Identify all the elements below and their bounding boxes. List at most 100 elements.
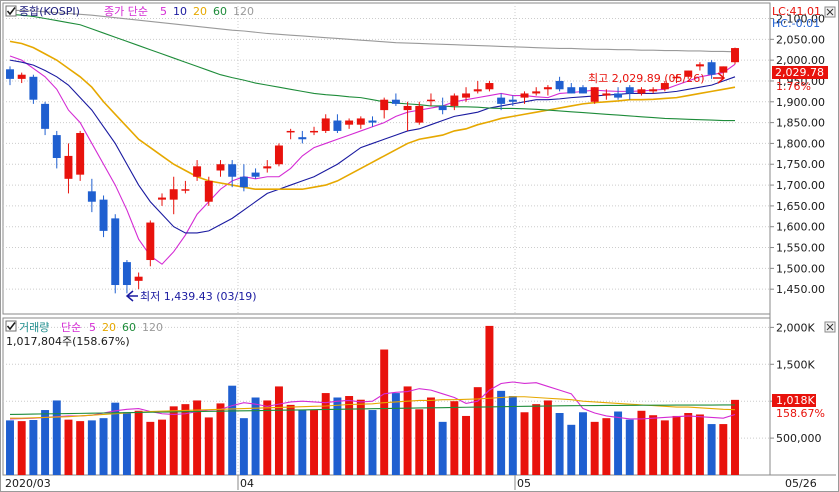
- candle-body: [415, 105, 424, 123]
- volume-bar: [122, 412, 131, 475]
- candle-body: [602, 93, 611, 96]
- volume-legend-checkbox[interactable]: [5, 320, 17, 332]
- price-tick-label: 1,450.00: [776, 283, 825, 296]
- candle-body: [473, 89, 482, 92]
- price-tick-label: 2,100.00: [776, 12, 825, 25]
- volume-tick-label: 2,000K: [776, 321, 815, 334]
- price-tick-label: 1,800.00: [776, 137, 825, 150]
- candle-body: [391, 99, 400, 104]
- volume-bar: [695, 414, 704, 475]
- volume-bar: [473, 387, 482, 475]
- volume-bar: [543, 400, 552, 475]
- volume-bar: [310, 410, 319, 475]
- volume-bar: [450, 401, 459, 475]
- x-label-05-26: 05/26: [785, 477, 817, 490]
- last-volume-tag: [772, 394, 816, 407]
- volume-bar: [497, 390, 506, 475]
- volume-bars: [6, 325, 739, 475]
- candle-body: [450, 95, 459, 106]
- candle-body: [321, 118, 330, 131]
- candle-body: [637, 89, 646, 94]
- volume-ma-60: 60: [122, 321, 136, 334]
- volume-bar: [684, 413, 693, 475]
- candle-body: [649, 89, 658, 92]
- price-tick-label: 1,850.00: [776, 117, 825, 130]
- volume-bar: [76, 421, 85, 475]
- candle-body: [169, 189, 178, 200]
- volume-bar: [216, 403, 225, 475]
- price-tick-label: 1,700.00: [776, 179, 825, 192]
- price-tick-label: 2,000.00: [776, 54, 825, 67]
- volume-last-value: 1,017,804주(158.67%): [6, 335, 130, 348]
- volume-bar: [239, 418, 248, 475]
- candle-body: [497, 97, 506, 104]
- volume-bar: [403, 386, 412, 475]
- candle-body: [345, 120, 354, 125]
- volume-bar: [637, 410, 646, 475]
- volume-bar: [204, 417, 213, 475]
- volume-bar: [590, 421, 599, 475]
- price-ma-prefix: 종가 단순: [104, 5, 148, 18]
- volume-bar: [87, 420, 96, 475]
- low-annotation: 최저 1,439.43 (03/19): [140, 290, 257, 303]
- volume-bar: [111, 402, 120, 475]
- candle-body: [695, 64, 704, 67]
- volume-tick-label: 500,000: [776, 432, 822, 445]
- volume-bar: [64, 419, 73, 475]
- candle-body: [6, 69, 14, 79]
- volume-bar: [158, 419, 166, 475]
- candle-body: [684, 70, 693, 77]
- volume-bar: [274, 386, 283, 475]
- candle-body: [438, 105, 447, 111]
- volume-bar: [731, 399, 739, 475]
- volume-bar: [345, 396, 354, 475]
- candle-body: [251, 172, 260, 177]
- candle-body: [298, 137, 307, 140]
- volume-bar: [134, 410, 143, 475]
- last-price-tag-text: 2,029.78: [775, 66, 824, 79]
- volume-bar: [181, 404, 190, 475]
- candle-body: [555, 80, 564, 90]
- price-tick-label: 1,750.00: [776, 158, 825, 171]
- price-tick-label: 1,600.00: [776, 221, 825, 234]
- candle-body: [333, 120, 342, 131]
- price-legend-checkbox[interactable]: [5, 5, 17, 17]
- candle-body: [181, 189, 190, 191]
- low-arrow-icon: [125, 290, 138, 302]
- volume-bar: [660, 420, 669, 475]
- candle-body: [590, 87, 599, 102]
- candle-body: [17, 74, 26, 79]
- volume-bar: [719, 424, 728, 475]
- volume-bar: [286, 404, 295, 475]
- candle-body: [99, 199, 108, 231]
- candle-body: [660, 83, 669, 90]
- volume-ma-line-5: [9, 381, 736, 420]
- volume-bar: [391, 393, 400, 475]
- candle-body: [87, 191, 96, 202]
- volume-bar: [169, 406, 178, 475]
- volume-tick-label: 1,500K: [776, 358, 815, 371]
- candle-body: [274, 145, 283, 165]
- volume-bar: [625, 419, 634, 475]
- candle-body: [380, 99, 389, 111]
- volume-bar: [426, 397, 435, 475]
- last-price-tag: [772, 66, 828, 79]
- checkmark-icon: [6, 7, 16, 16]
- volume-bar: [146, 421, 155, 475]
- volume-bar: [368, 410, 377, 475]
- volume-bar: [602, 418, 611, 475]
- hc-label: HC:-0.01: [772, 17, 820, 30]
- volume-ma-5: 5: [89, 321, 96, 334]
- checkmark-icon: [6, 322, 16, 331]
- volume-bar: [333, 397, 342, 475]
- candle-body: [614, 93, 623, 98]
- last-volume-pct-text: 158.67%: [776, 407, 825, 420]
- candle-body: [158, 197, 166, 200]
- candle-body: [239, 176, 248, 188]
- candle-body: [532, 91, 541, 94]
- volume-bar: [485, 325, 494, 475]
- candle-body: [426, 99, 435, 102]
- volume-bar: [672, 415, 681, 475]
- candle-body: [579, 87, 587, 94]
